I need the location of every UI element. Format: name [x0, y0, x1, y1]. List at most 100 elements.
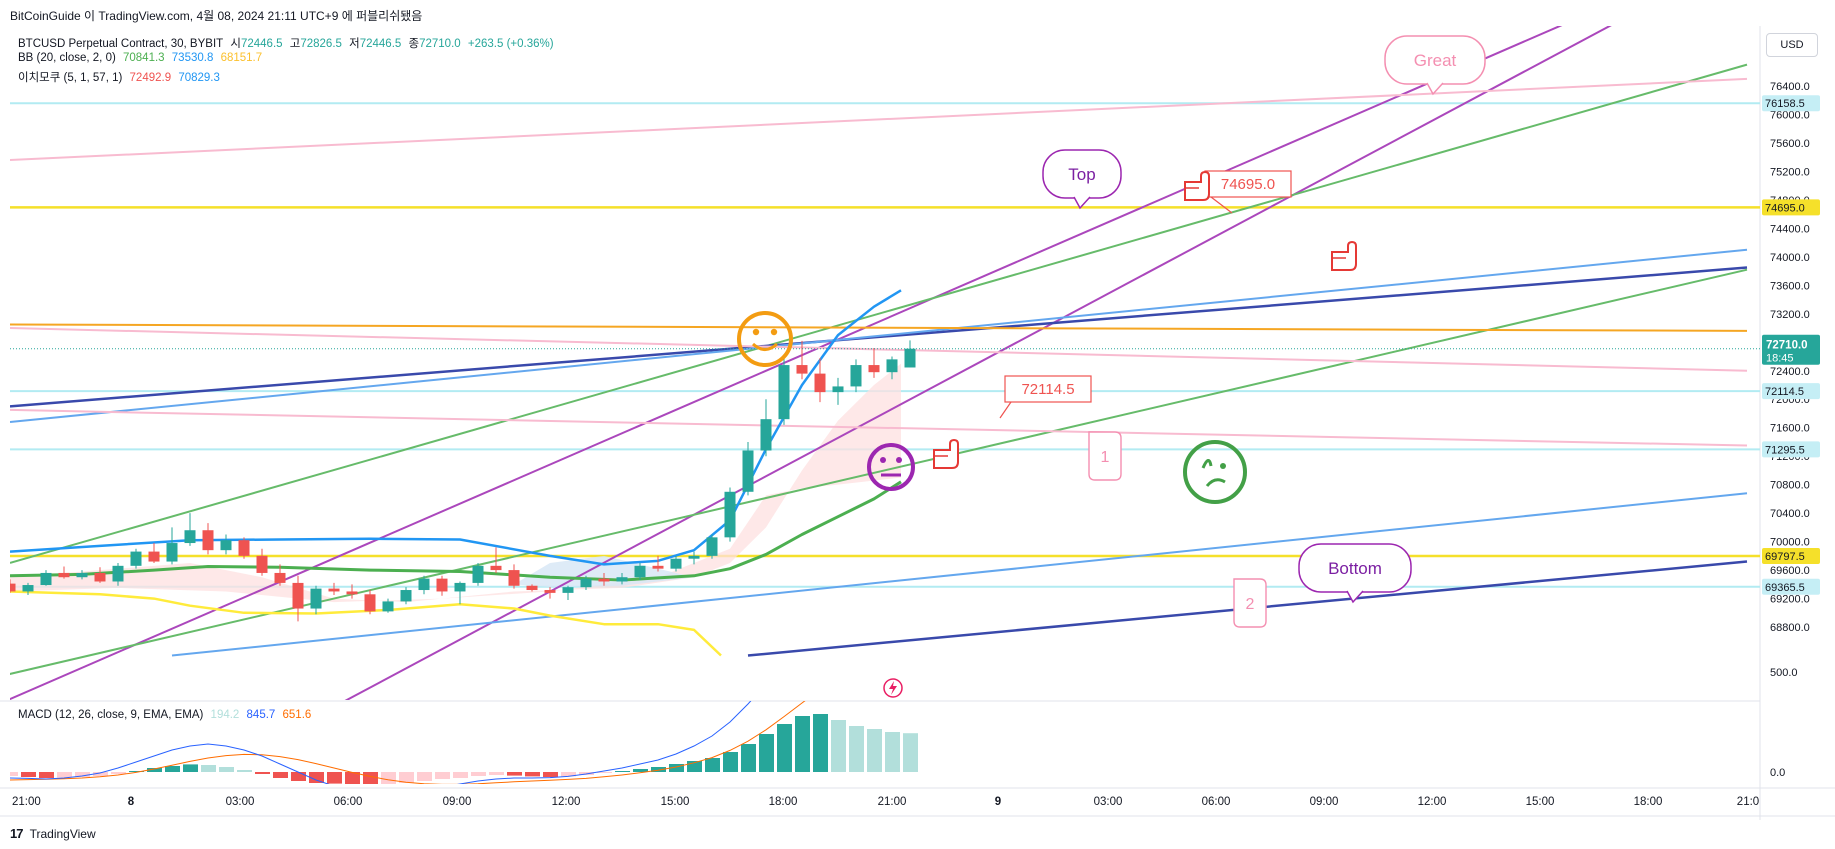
macd-y-tick-1: 500.0: [1770, 667, 1798, 679]
macd-hist-bar-43: [777, 724, 792, 772]
candle-body-37: [670, 558, 682, 569]
candle-body-32: [580, 578, 592, 588]
candle-body-45: [814, 373, 826, 393]
smiley-confused-icon-brow: [1201, 459, 1213, 469]
macd-hist-bar-19: [345, 772, 360, 784]
macd-hist-bar-12: [219, 767, 234, 772]
trend-line-4: [10, 266, 1748, 408]
footer-brand[interactable]: TradingView: [29, 827, 96, 841]
x-tick-16: 21:0: [1737, 796, 1759, 808]
bb-name[interactable]: BB (20, close, 2, 0): [18, 52, 116, 64]
symbol-name[interactable]: BTCUSD Perpetual Contract, 30, BYBIT: [18, 38, 224, 50]
bb-basis-value: 70841.3: [123, 52, 165, 64]
smiley-happy-icon-eye-r: [770, 328, 778, 336]
ichimoku-cloud: [10, 363, 901, 603]
macd-hist-bar-10: [183, 764, 198, 772]
macd-hist-bar-2: [39, 772, 54, 778]
price-label-bg-3: [1762, 441, 1820, 458]
bb-upper-value: 73530.8: [171, 52, 214, 64]
macd-hist-bar-50: [903, 733, 918, 772]
price-label-bg-5: [1762, 578, 1820, 595]
trend-line-1: [344, 26, 1612, 700]
y-tick-3: 70000.0: [1770, 537, 1810, 549]
y-tick-4: 70400.0: [1770, 508, 1810, 520]
last-price-bg: [1762, 334, 1820, 365]
candle-body-6: [112, 565, 124, 582]
x-tick-3: 06:00: [334, 796, 363, 808]
candle-body-5: [94, 572, 106, 582]
x-tick-1: 8: [128, 796, 135, 808]
currency-button[interactable]: USD: [1766, 33, 1818, 57]
ichimoku-v1: 72492.9: [129, 72, 172, 84]
tradingview-logo-icon[interactable]: 17: [10, 826, 24, 841]
smiley-happy-icon: [737, 311, 793, 367]
candle-body-46: [832, 386, 844, 393]
callout-tail-1: [1073, 196, 1091, 210]
macd-name[interactable]: MACD (12, 26, close, 9, EMA, EMA): [18, 709, 204, 721]
trend-line-7: [171, 492, 1748, 657]
bb-legend: BB (20, close, 2, 0) 70841.3 73530.8 681…: [18, 52, 266, 64]
trend-line-11: [10, 323, 1748, 332]
macd-hist-bar-38: [687, 761, 702, 772]
y-tick-19: 76400.0: [1770, 81, 1810, 93]
callout-text-1: Top: [1068, 165, 1095, 184]
candle-body-28: [508, 570, 520, 586]
price-label-bg-1: [1762, 199, 1820, 216]
open-label: 시: [230, 38, 241, 50]
macd-hist-bar-35: [633, 769, 648, 772]
price-tag-box-0: [1204, 170, 1292, 198]
trend-line-9: [10, 327, 1748, 372]
price-label-bg-0: [1762, 95, 1820, 112]
macd-hist-bar-34: [615, 771, 630, 772]
price-label-0: 76158.5: [1765, 98, 1805, 110]
pointing-left-hand-icon-shape: [1331, 240, 1357, 271]
candle-body-15: [274, 572, 286, 583]
macd-hist-bar-29: [525, 772, 540, 777]
candle-body-1: [22, 585, 34, 592]
change-value: +263.5 (+0.36%): [467, 38, 554, 50]
x-tick-6: 15:00: [661, 796, 690, 808]
wave-label-text-1: 2: [1246, 596, 1255, 613]
macd-hist-bar-27: [489, 772, 504, 775]
y-tick-7: 71600.0: [1770, 423, 1810, 435]
candle-body-22: [400, 590, 412, 602]
y-tick-12: 73600.0: [1770, 280, 1810, 292]
macd-hist-bar-33: [597, 772, 612, 773]
y-tick-9: 72400.0: [1770, 366, 1810, 378]
candle-body-35: [634, 565, 646, 578]
candle-body-14: [256, 555, 268, 573]
macd-hist-bar-42: [759, 734, 774, 772]
macd-hist-bar-40: [723, 752, 738, 772]
macd-hist-bar-45: [813, 714, 828, 772]
candle-body-18: [328, 588, 340, 592]
trend-line-8: [10, 77, 1748, 162]
wave-label-box-1: [1233, 578, 1267, 628]
pointing-down-hand-icon-shape: [1184, 170, 1210, 201]
high-label: 고: [289, 38, 301, 50]
macd-hist-bar-44: [795, 716, 810, 772]
macd-hist-bar-26: [471, 772, 486, 776]
smiley-neutral-icon: [867, 443, 915, 491]
y-tick-13: 74000.0: [1770, 252, 1810, 264]
macd-hist-bar-4: [75, 772, 90, 777]
macd-hist-bar-6: [111, 772, 126, 774]
candle-body-10: [184, 530, 196, 544]
price-tag-box-1: [1004, 375, 1092, 403]
candle-body-3: [58, 572, 70, 578]
x-tick-7: 18:00: [769, 796, 798, 808]
candle-body-20: [364, 594, 376, 612]
candle-body-34: [616, 577, 628, 582]
y-tick-11: 73200.0: [1770, 309, 1810, 321]
candle-body-36: [652, 565, 664, 569]
macd-y-tick-0: 0.0: [1770, 767, 1785, 779]
price-label-2: 72114.5: [1765, 386, 1804, 398]
macd-hist-bar-24: [435, 772, 450, 779]
smiley-confused-icon: [1183, 440, 1247, 504]
candle-body-11: [202, 530, 214, 551]
price-label-4: 69797.5: [1765, 551, 1805, 563]
ichimoku-name[interactable]: 이치모쿠 (5, 1, 57, 1): [18, 72, 123, 84]
low-label: 저: [349, 38, 360, 50]
candle-body-31: [562, 587, 574, 593]
macd-hist-bar-49: [885, 732, 900, 772]
